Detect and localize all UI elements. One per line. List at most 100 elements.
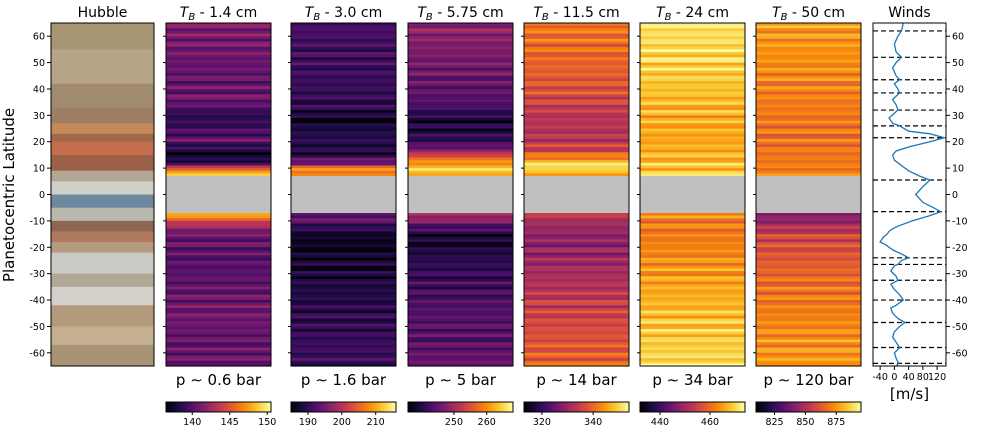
- pressure-label: p ∼ 1.6 bar: [301, 371, 387, 389]
- heatmap-row: [291, 363, 396, 367]
- heatmap-row: [291, 133, 396, 138]
- heatmap-row: [756, 257, 861, 262]
- heatmap-row: [756, 352, 861, 357]
- heatmap-row: [756, 302, 861, 306]
- heatmap-row: [756, 115, 861, 119]
- heatmap-row: [524, 102, 629, 106]
- heatmap-row: [524, 255, 629, 259]
- heatmap-row: [408, 310, 513, 314]
- y-tick-label: 40: [33, 84, 45, 95]
- heatmap-row: [524, 302, 629, 306]
- heatmap-row: [640, 23, 745, 27]
- heatmap-row: [640, 363, 745, 367]
- heatmap-row: [291, 271, 396, 275]
- heatmap-row: [640, 347, 745, 351]
- heatmap-row: [756, 323, 861, 328]
- heatmap-row: [640, 96, 745, 101]
- heatmap-row: [640, 305, 745, 309]
- heatmap-row: [166, 25, 271, 29]
- heatmap-row: [756, 281, 861, 285]
- heatmap-row: [756, 297, 861, 301]
- heatmap-row: [640, 352, 745, 357]
- heatmap-row: [408, 297, 513, 301]
- heatmap-row: [166, 249, 271, 254]
- heatmap-row: [756, 271, 861, 275]
- heatmap-row: [640, 244, 745, 248]
- heatmap-row: [640, 86, 745, 90]
- heatmap-row: [640, 52, 745, 56]
- heatmap-row: [524, 321, 629, 325]
- heatmap-row: [524, 112, 629, 116]
- heatmap-row: [524, 128, 629, 132]
- heatmap-row: [291, 123, 396, 127]
- heatmap-row: [291, 358, 396, 362]
- heatmap-row: [166, 241, 271, 246]
- heatmap-row: [524, 131, 629, 135]
- y-tick-label: 50: [33, 58, 45, 69]
- heatmap-row: [291, 307, 396, 312]
- heatmap-row: [166, 110, 271, 114]
- heatmap-row: [166, 120, 271, 124]
- heatmap-row: [408, 352, 513, 357]
- tb-panel-3: TB - 11.5 cm p ∼ 14 bar 320 340: [521, 5, 630, 428]
- y-tick-label: -10: [29, 216, 45, 227]
- heatmap-row: [640, 339, 745, 343]
- heatmap-row: [291, 284, 396, 288]
- heatmap-row: [640, 57, 745, 61]
- heatmap-row: [756, 310, 861, 314]
- heatmap-row: [166, 141, 271, 145]
- heatmap-row: [756, 123, 861, 127]
- heatmap-row: [408, 286, 513, 291]
- heatmap-row: [291, 112, 396, 116]
- panel-title: TB - 50 cm: [772, 5, 845, 23]
- heatmap-row: [640, 25, 745, 29]
- heatmap-row: [408, 260, 513, 264]
- heatmap-row: [640, 152, 745, 156]
- heatmap-row: [291, 78, 396, 82]
- heatmap-row: [291, 347, 396, 351]
- heatmap-row: [756, 339, 861, 343]
- heatmap-row: [408, 117, 513, 122]
- heatmap-row: [166, 281, 271, 285]
- heatmap-row: [291, 226, 396, 230]
- heatmap-row: [756, 62, 861, 66]
- heatmap-row: [756, 136, 861, 140]
- heatmap-row: [166, 75, 271, 80]
- heatmap-row: [524, 236, 629, 240]
- heatmap-row: [756, 99, 861, 103]
- heatmap-row: [166, 321, 271, 325]
- heatmap-row: [166, 107, 271, 111]
- hubble-band-5: [51, 133, 154, 143]
- colorbar-frame: [755, 401, 862, 413]
- heatmap-row: [756, 165, 861, 169]
- masked-band: [640, 176, 745, 213]
- heatmap-row: [640, 321, 745, 325]
- heatmap-row: [291, 104, 396, 109]
- heatmap-row: [408, 355, 513, 359]
- heatmap-row: [291, 75, 396, 80]
- heatmap-row: [166, 215, 271, 219]
- heatmap-row: [524, 247, 629, 251]
- heatmap-row: [524, 36, 629, 40]
- heatmap-row: [166, 297, 271, 301]
- heatmap-row: [524, 162, 629, 167]
- heatmap-row: [291, 302, 396, 306]
- heatmap-row: [166, 78, 271, 82]
- heatmap-row: [166, 52, 271, 56]
- heatmap-row: [408, 152, 513, 156]
- heatmap-row: [291, 52, 396, 56]
- heatmap-row: [524, 83, 629, 87]
- heatmap-row: [291, 215, 396, 219]
- heatmap-row: [756, 170, 861, 174]
- heatmap-row: [640, 336, 745, 341]
- heatmap-row: [166, 268, 271, 272]
- tb-panel-1: TB - 3.0 cm p ∼ 1.6 bar 190 200 210: [288, 5, 397, 428]
- heatmap-row: [408, 326, 513, 330]
- heatmap-row: [291, 257, 396, 262]
- colorbar: [756, 402, 861, 412]
- hubble-band-3: [51, 107, 154, 124]
- heatmap-row: [408, 81, 513, 85]
- heatmap-row: [756, 260, 861, 264]
- heatmap-row: [291, 173, 396, 177]
